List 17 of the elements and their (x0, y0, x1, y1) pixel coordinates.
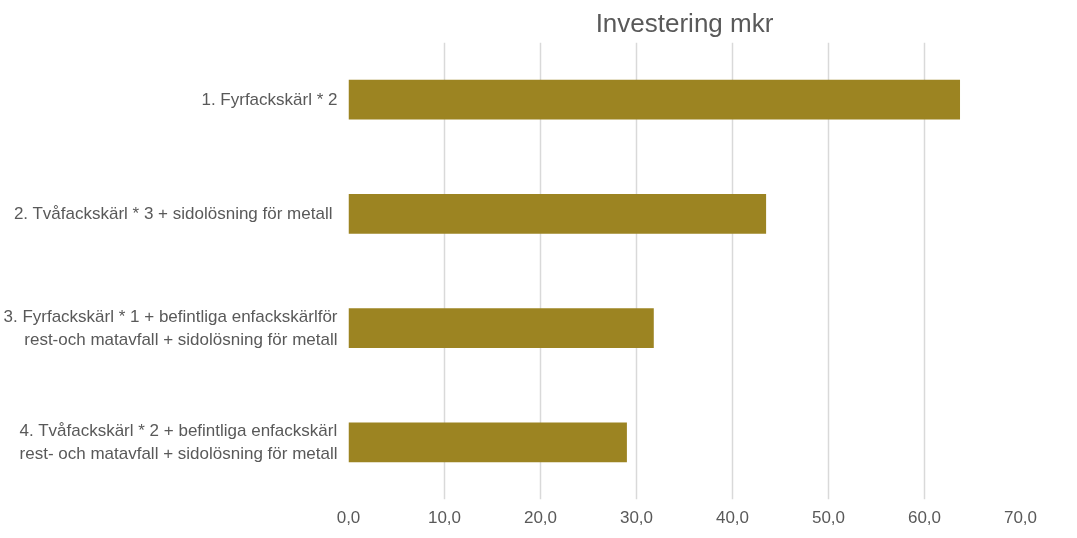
x-tick-label: 60,0 (907, 507, 942, 527)
x-tick-label: 10,0 (427, 507, 462, 527)
x-tick-label: 40,0 (715, 507, 750, 527)
x-tick-label: 20,0 (523, 507, 558, 527)
x-tick-label: 0,0 (336, 507, 361, 527)
y-tick-label: 1. Fyrfackskärl * 2 (201, 90, 338, 110)
y-tick-label: 3. Fyrfackskärl * 1 + befintliga enfackskärlför rest-och matavfall + sidolösning för metall (3, 307, 338, 350)
x-tick-label: 30,0 (619, 507, 654, 527)
bar (348, 79, 961, 120)
x-tick-label: 70,0 (1003, 507, 1038, 527)
bar (348, 308, 654, 349)
bar (348, 193, 767, 234)
bar (348, 422, 627, 463)
x-tick-label: 50,0 (811, 507, 846, 527)
y-tick-label: 2. Tvåfackskärl * 3 + sidolösning för metall (13, 204, 333, 224)
y-tick-label: 4. Tvåfackskärl * 2 + befintliga enfackskärl rest- och matavfall + sidolösning för metall (19, 421, 338, 464)
chart-title: Investering mkr (595, 7, 774, 38)
